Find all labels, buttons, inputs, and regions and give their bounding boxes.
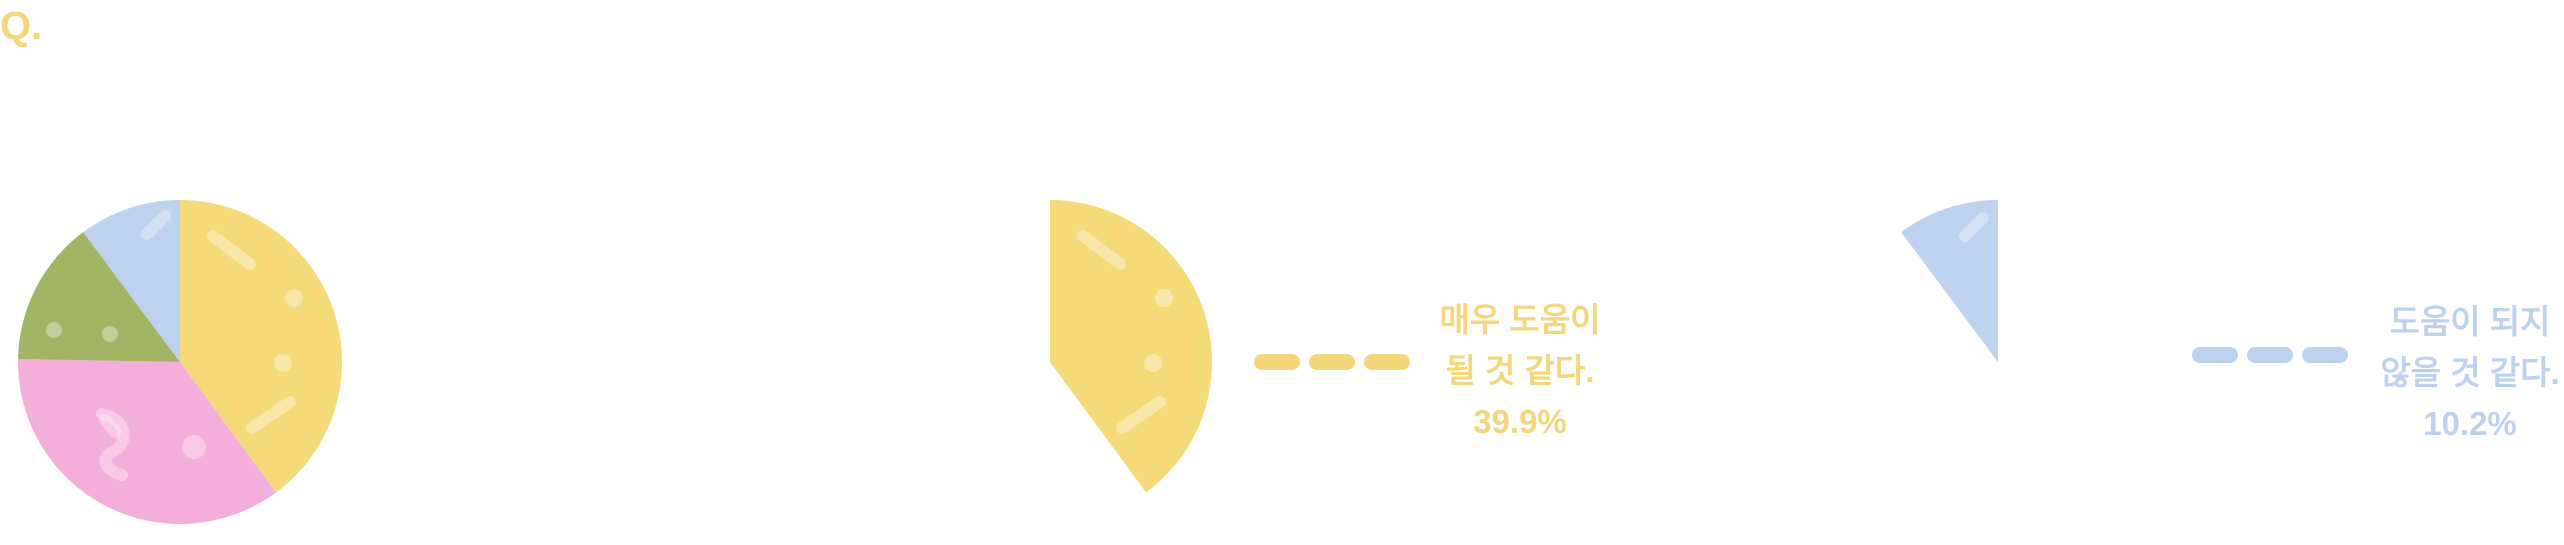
slice-doodle (1144, 354, 1162, 372)
detail-slice-not-helpful (1901, 200, 1998, 362)
slice-doodle (182, 435, 206, 459)
slice-doodle (99, 414, 121, 438)
slice-doodle (1155, 289, 1173, 307)
slice-doodle (46, 322, 62, 338)
detail-slice-yellow (1050, 200, 1212, 493)
slice-doodle (246, 396, 296, 434)
pie-slice-1 (18, 358, 277, 524)
callout-connectors (1254, 347, 2348, 370)
callout-line-2: 않을 것 같다. (2380, 354, 2560, 391)
pie-slice-0 (180, 200, 343, 493)
callout-line-1: 도움이 되지 (2389, 303, 2551, 340)
detail-slice-blue (1901, 200, 1998, 362)
callout-percent: 39.9% (1473, 403, 1567, 440)
slice-doodle (96, 408, 130, 481)
slice-doodle (1959, 212, 1989, 242)
pie-slice-3 (83, 200, 180, 362)
slice-doodle (274, 354, 292, 372)
slice-doodle (207, 230, 256, 270)
pie-slice-2 (18, 232, 180, 362)
question-label: Q. (0, 4, 43, 48)
slice-doodle (1116, 396, 1166, 434)
callout-line-2: 될 것 같다. (1445, 352, 1595, 389)
detail-slice-very-helpful (1050, 200, 1212, 493)
slice-doodle (285, 289, 303, 307)
callout-very-helpful: 매우 도움이 될 것 같다. 39.9% (1420, 294, 1620, 447)
slice-doodle (102, 326, 118, 342)
callout-percent: 10.2% (2423, 405, 2517, 442)
main-pie (18, 200, 343, 524)
callout-line-1: 매우 도움이 (1439, 301, 1601, 338)
slice-doodle (141, 210, 171, 240)
slice-doodle (1077, 230, 1126, 270)
callout-not-helpful: 도움이 되지 않을 것 같다. 10.2% (2370, 296, 2564, 449)
